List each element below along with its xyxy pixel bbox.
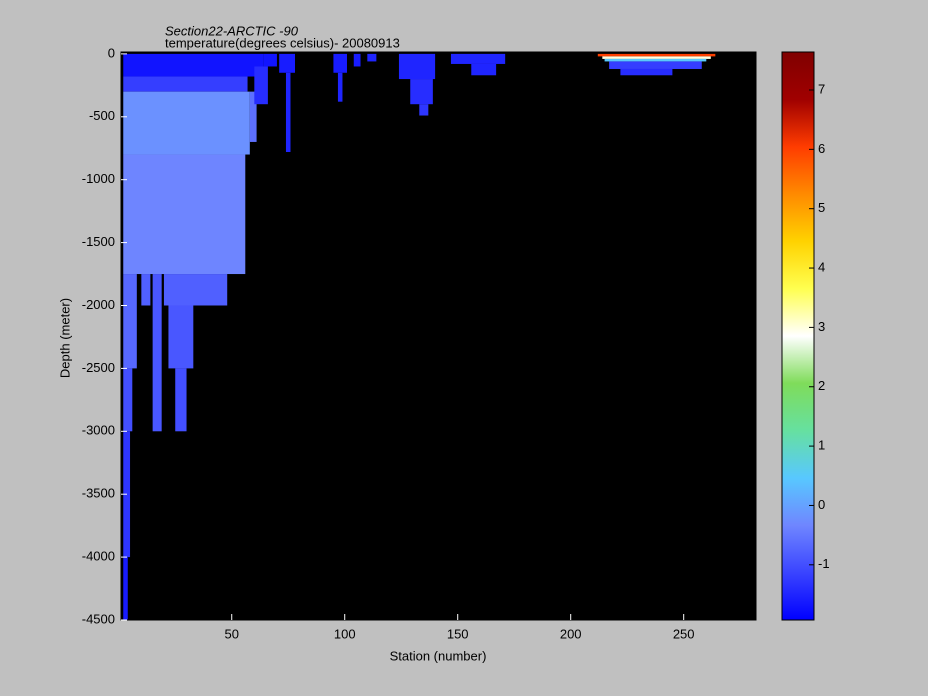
y-tick-label: -1500 — [82, 234, 115, 249]
y-tick-label: -3000 — [82, 423, 115, 438]
colorbar-tick-label: 4 — [818, 259, 825, 274]
colorbar-tick-label: 3 — [818, 319, 825, 334]
y-tick-label: 0 — [108, 45, 115, 60]
section-cell — [123, 274, 137, 369]
y-tick-label: -1000 — [82, 171, 115, 186]
section-cell — [163, 274, 228, 306]
x-tick-label: 100 — [334, 626, 356, 641]
axes: 50 100 150 200 2500-500-1000-1500-2000-2500-… — [82, 45, 830, 641]
section-cell — [419, 104, 429, 116]
section-cell — [285, 72, 291, 153]
x-tick-label: 250 — [673, 626, 695, 641]
section-cell — [597, 53, 716, 57]
colorbar — [781, 51, 815, 621]
section-cell — [367, 53, 377, 62]
y-tick-label: -2500 — [82, 360, 115, 375]
section-cell — [609, 61, 702, 69]
section-cell — [398, 53, 436, 80]
section-cell — [254, 66, 268, 105]
section-cell — [602, 56, 711, 59]
colorbar-tick-label: 0 — [818, 497, 825, 512]
section-cell — [333, 53, 347, 73]
y-tick-label: -2000 — [82, 297, 115, 312]
section-cell — [249, 91, 257, 142]
colorbar-tick-label: 6 — [818, 141, 825, 156]
x-tick-label: 150 — [447, 626, 469, 641]
section-cell — [175, 368, 187, 432]
section-cell — [123, 368, 133, 432]
y-tick-label: -500 — [89, 108, 115, 123]
section-cell — [337, 72, 343, 102]
x-axis-label: Station (number) — [390, 648, 487, 663]
section-cell — [410, 79, 433, 105]
colorbar-tick-label: -1 — [818, 556, 830, 571]
x-tick-label: 50 — [224, 626, 238, 641]
y-tick-label: -4500 — [82, 611, 115, 626]
section-cell — [123, 557, 128, 620]
chart-title: Section22-ARCTIC -90 — [165, 23, 299, 38]
colorbar-tick-label: 2 — [818, 378, 825, 393]
x-tick-label: 200 — [560, 626, 582, 641]
plot-area — [121, 52, 756, 620]
section-cell — [471, 63, 497, 76]
chart-subtitle: temperature(degrees celsius)- 20080913 — [165, 35, 400, 50]
section-cell — [263, 53, 277, 67]
section-cell — [141, 274, 151, 306]
section-cell — [152, 274, 162, 432]
colorbar-tick-label: 7 — [818, 81, 825, 96]
section-cell — [123, 53, 264, 77]
y-tick-label: -4000 — [82, 549, 115, 564]
section-cell — [604, 58, 707, 62]
colorbar-tick-label: 5 — [818, 200, 825, 215]
section-cell — [123, 91, 250, 155]
y-axis-label: Depth (meter) — [57, 298, 72, 378]
section-cell — [620, 68, 673, 76]
section-cell — [353, 53, 361, 67]
colorbar-tick-label: 1 — [818, 438, 825, 453]
section-cell — [450, 53, 506, 64]
section-cell — [168, 305, 194, 369]
y-tick-label: -3500 — [82, 486, 115, 501]
section-cell — [279, 53, 296, 73]
section-cell — [123, 76, 248, 92]
section-cell — [123, 154, 246, 275]
plot-frame — [120, 51, 757, 621]
